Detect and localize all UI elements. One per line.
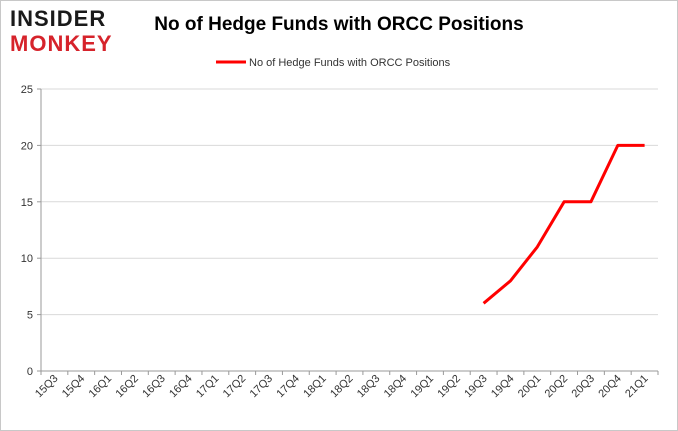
x-tick-label: 19Q2 <box>435 373 463 401</box>
y-tick-label: 20 <box>21 140 33 152</box>
insider-monkey-logo: INSIDER MONKEY <box>10 6 113 56</box>
y-tick-label: 0 <box>27 366 33 378</box>
x-tick-label: 19Q4 <box>489 373 517 401</box>
legend: No of Hedge Funds with ORCC Positions <box>216 57 451 69</box>
logo-line-2: MONKEY <box>10 31 113 56</box>
y-tick-label: 15 <box>21 197 33 209</box>
x-tick-label: 16Q1 <box>87 373 115 401</box>
x-tick-label: 20Q1 <box>516 373 544 401</box>
y-tick-label: 10 <box>21 253 33 265</box>
x-tick-label: 16Q2 <box>113 373 141 401</box>
gridlines <box>41 88 658 316</box>
x-tick-label: 16Q4 <box>167 373 195 401</box>
y-axis-ticks: 0 5 10 15 20 25 <box>21 84 41 378</box>
series-layer <box>482 143 645 305</box>
axes <box>40 89 658 372</box>
x-tick-label: 17Q2 <box>221 373 249 401</box>
x-tick-label: 16Q3 <box>140 373 168 401</box>
x-tick-label: 15Q4 <box>60 373 88 401</box>
x-tick-label: 18Q2 <box>328 373 356 401</box>
x-tick-label: 17Q4 <box>274 373 302 401</box>
x-tick-label: 17Q1 <box>194 373 222 401</box>
logo-line-1: INSIDER <box>10 6 106 31</box>
x-tick-label: 20Q2 <box>543 373 571 401</box>
chart-title: No of Hedge Funds with ORCC Positions <box>154 14 524 35</box>
series-line <box>482 143 645 305</box>
x-tick-label: 21Q1 <box>623 373 651 401</box>
x-tick-label: 17Q3 <box>248 373 276 401</box>
legend-label: No of Hedge Funds with ORCC Positions <box>249 57 451 69</box>
x-tick-label: 18Q3 <box>355 373 383 401</box>
x-tick-label: 20Q4 <box>596 373 624 401</box>
x-tick-label: 19Q1 <box>409 373 437 401</box>
x-tick-label: 15Q3 <box>33 373 61 401</box>
x-tick-label: 18Q4 <box>382 373 410 401</box>
x-tick-label: 18Q1 <box>301 373 329 401</box>
y-tick-label: 25 <box>21 84 33 96</box>
x-tick-label: 19Q3 <box>462 373 490 401</box>
x-tick-label: 20Q3 <box>570 373 598 401</box>
x-axis-ticks: 15Q3 15Q4 16Q1 16Q2 16Q3 16Q4 17Q1 17Q2 17Q3 17Q4… <box>33 371 659 401</box>
y-tick-label: 5 <box>27 310 33 322</box>
